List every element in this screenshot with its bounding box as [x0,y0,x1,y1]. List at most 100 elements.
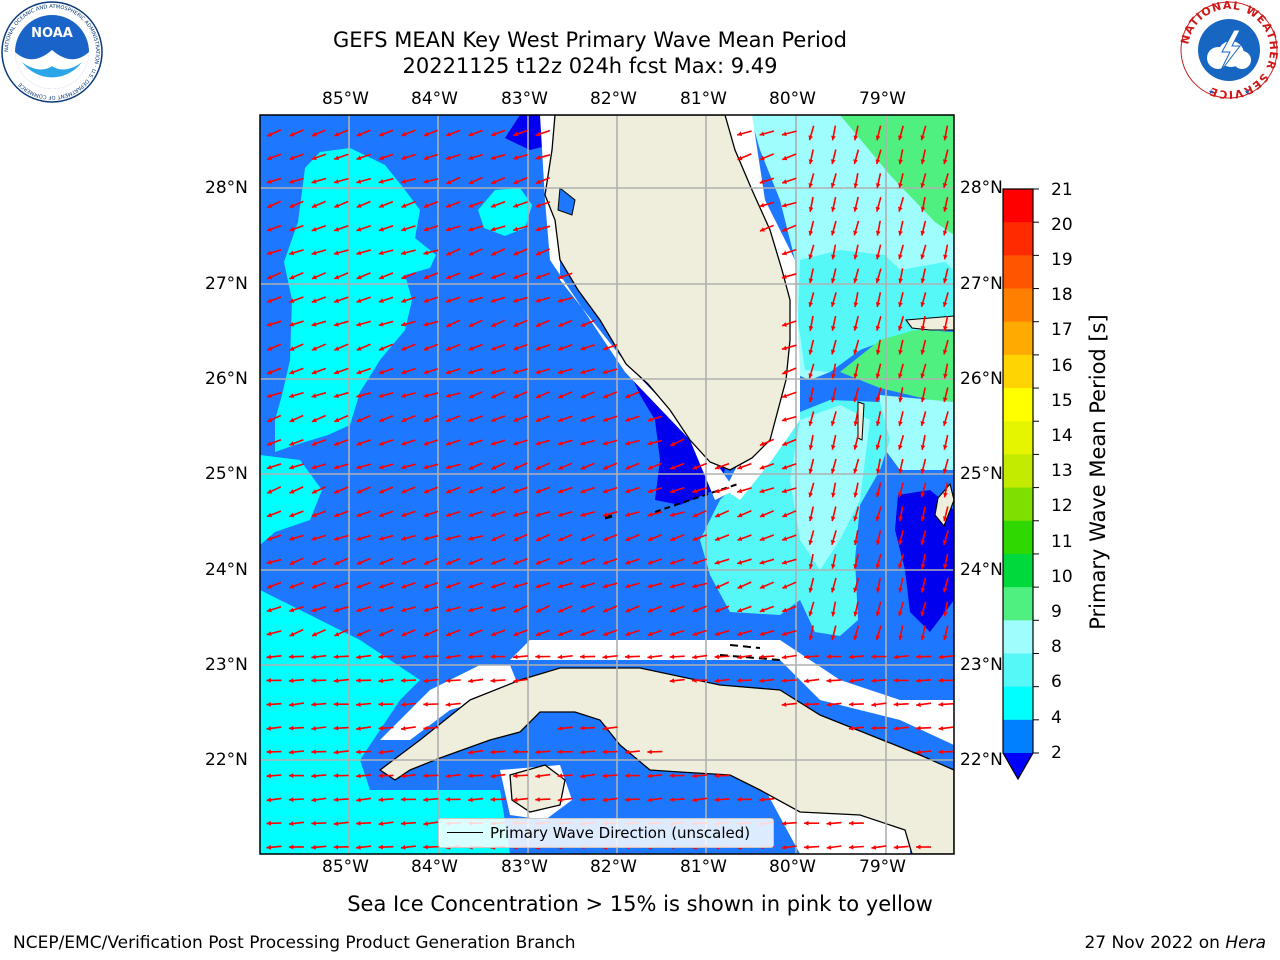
wave-arrow-head [942,301,948,307]
wave-arrow-head [356,607,362,613]
wave-arrow-head [491,536,497,542]
wave-arrow-head [624,797,630,802]
colorbar [1002,188,1039,781]
wave-arrow-head [830,516,836,522]
wave-arrow-head [266,820,271,826]
wave-arrow-head [288,725,294,731]
wave-arrow-head [853,230,858,236]
wave-arrow-head [875,254,881,260]
wave-arrow-head [830,539,836,545]
wave-arrow-head [468,131,474,137]
wave-arrow-head [781,131,787,137]
wave-arrow-head [491,179,497,184]
wave-arrow-head [625,417,631,422]
wave-arrow-head [378,321,384,327]
wave-arrow-head [782,274,787,279]
wave-arrow-head [782,631,787,636]
wave-arrow-head [692,654,697,660]
wave-arrow-head [266,607,272,613]
wave-arrow-head [356,631,362,637]
wave-arrow-head [782,465,788,470]
wave-arrow-head [423,369,429,375]
wave-arrow-head [898,397,903,403]
wave-arrow-head [848,725,854,731]
field-lt2s-bahamas [895,490,954,632]
wave-arrow-head [356,250,362,256]
wave-arrow-head [401,346,407,351]
lat-tick-left: 23°N [205,655,248,675]
wave-arrow-head [468,583,474,589]
wave-arrow-head [558,488,564,494]
lon-tick-bottom: 79°W [859,857,906,877]
wave-arrow-head [898,254,903,260]
wave-arrow-head [808,373,813,379]
wave-arrow-head [920,278,926,284]
wave-arrow-head [289,536,295,541]
wave-arrow-head [759,560,765,565]
wave-arrow-head [535,179,541,184]
wave-arrow-head [782,393,787,399]
wave-arrow-head [826,845,832,850]
wave-arrow-head [942,159,948,165]
lon-tick-bottom: 84°W [411,857,458,877]
wave-arrow-head [558,346,564,351]
wave-arrow-head [875,302,881,307]
wave-arrow-head [513,560,519,565]
wave-arrow-head [311,203,317,208]
wave-arrow-head [848,820,854,826]
wave-arrow-head [289,393,295,398]
wave-arrow-head [558,631,564,637]
wave-arrow-head [920,492,925,498]
wave-arrow-head [401,441,407,446]
wave-arrow-head [491,346,496,351]
wave-arrow-head [400,702,406,707]
nws-logo: NATIONAL WEATHER SERVICE ★ ★ [1178,0,1279,100]
wave-arrow-head [356,226,362,232]
wave-arrow-head [490,512,496,517]
wave-arrow-head [356,369,362,375]
wave-arrow-head [580,608,586,613]
lat-tick-right: 26°N [960,369,1003,389]
colorbar-tick: 11 [1051,532,1073,552]
colorbar-title: Primary Wave Mean Period [s] [1086,314,1110,630]
wave-arrow-head [942,278,948,284]
wave-arrow-head [311,346,317,351]
wave-arrow-head [737,488,743,494]
wave-arrow-head [759,227,765,232]
wave-arrow-head [423,607,429,613]
wave-arrow-head [401,584,407,589]
wave-arrow-head [647,608,653,613]
wave-arrow-head [468,203,474,208]
wave-arrow-head [625,560,631,565]
wave-arrow-head [602,654,608,660]
wave-arrow-head [647,536,653,541]
wave-arrow-head [267,298,272,303]
wave-arrow-head [603,536,609,541]
wave-arrow-head [920,516,926,522]
wave-arrow-head [759,654,764,660]
wave-arrow-head [311,773,316,779]
wave-arrow-head [535,203,541,208]
wave-arrow-head [468,536,474,541]
wave-arrow-head [513,608,519,613]
colorbar-tick: 12 [1051,496,1073,516]
wave-arrow-head [920,445,926,450]
wave-arrow-head [943,206,948,212]
wave-arrow-head [853,349,858,355]
wave-arrow-head [535,393,541,399]
wave-arrow-head [875,325,881,331]
wave-arrow-head [491,393,497,399]
wave-arrow-head [535,560,541,565]
wave-arrow-head [334,584,340,589]
wave-arrow-head [943,563,948,569]
wave-arrow-head [513,346,519,351]
wave-arrow-head [535,346,541,351]
wave-arrow-head [378,464,384,470]
wave-arrow-head [669,678,675,684]
wave-arrow-head [446,203,452,208]
wave-arrow-head [513,512,519,517]
wave-arrow-head [445,702,451,707]
wave-arrow-head [808,207,814,212]
wave-arrow-head [942,349,948,355]
